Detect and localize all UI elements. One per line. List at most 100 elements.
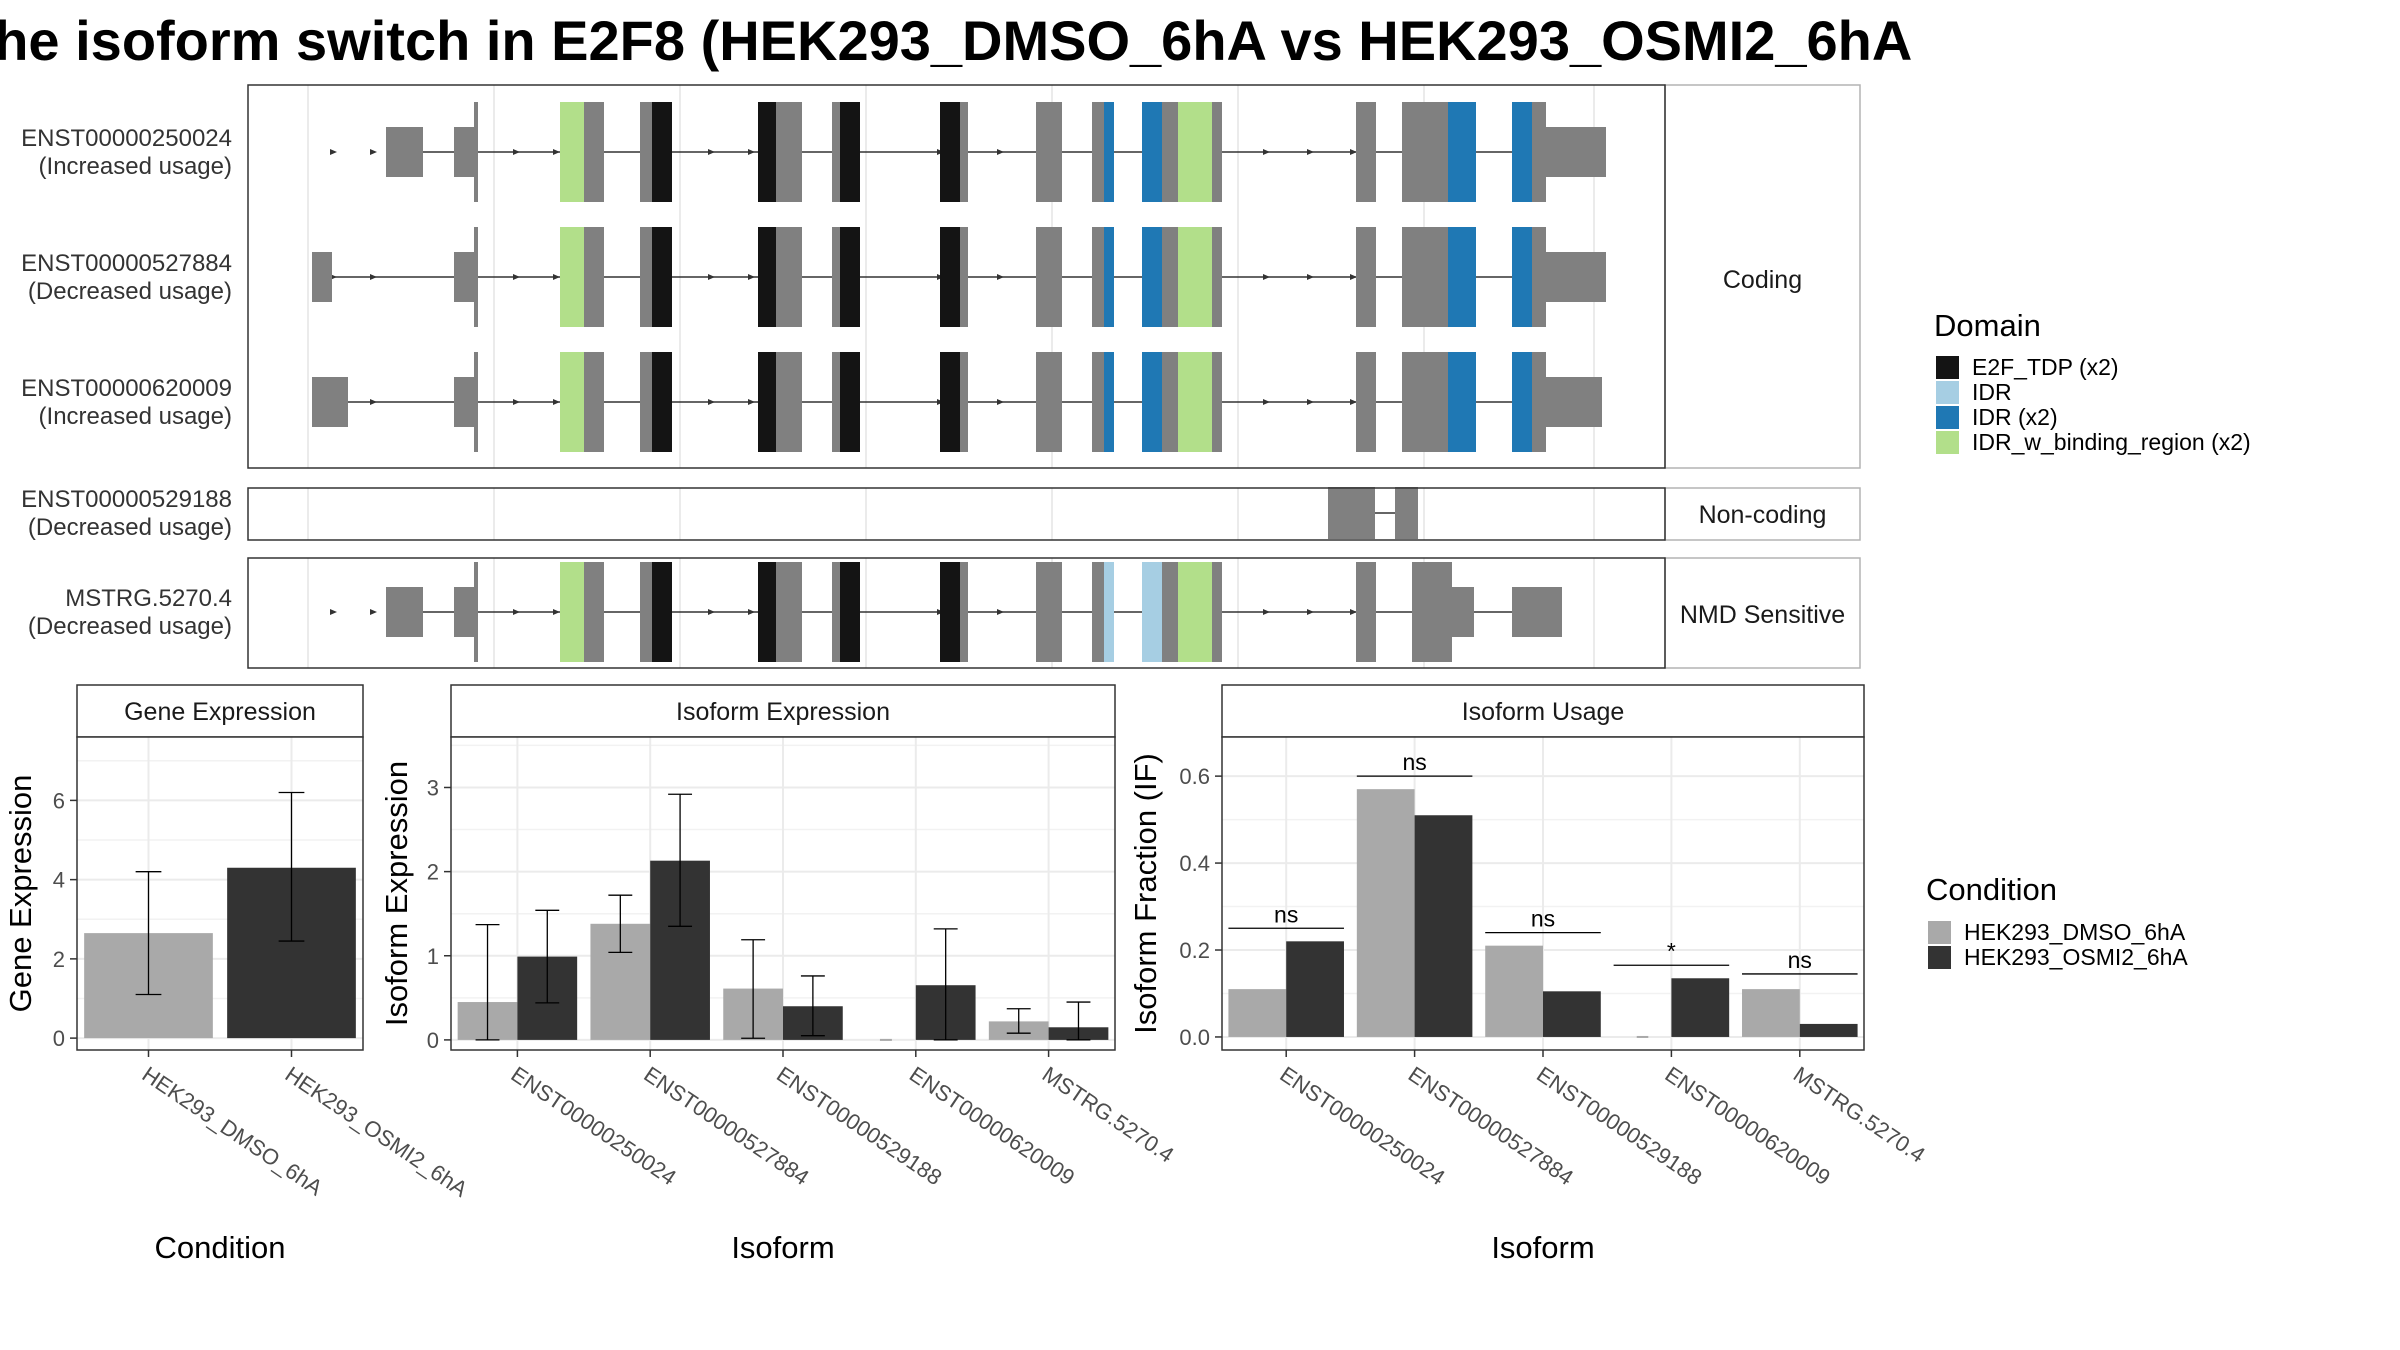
exon-block xyxy=(640,227,652,327)
exon-block xyxy=(832,352,840,452)
exon-block xyxy=(1532,102,1546,202)
exon-block xyxy=(1412,562,1452,662)
intron-arrow xyxy=(553,149,560,155)
bar xyxy=(1286,941,1344,1037)
exon-block xyxy=(1092,352,1104,452)
exon-block xyxy=(1212,562,1222,662)
strip-label-non-coding: Non-coding xyxy=(1699,501,1827,529)
domain-idr-x2 xyxy=(1104,102,1114,202)
exon-block xyxy=(1036,227,1062,327)
domain-idr-w-binding xyxy=(1178,352,1212,452)
domain-legend-label: IDR_w_binding_region (x2) xyxy=(1972,429,2251,455)
condition-legend-title: Condition xyxy=(1926,872,2057,907)
transcript-id: ENST00000527884 xyxy=(21,250,232,277)
domain-idr-x2 xyxy=(1142,227,1162,327)
exon-block xyxy=(474,562,478,662)
domain-idr-w-binding xyxy=(560,227,584,327)
domain-idr-w-binding xyxy=(560,102,584,202)
chart-strip-title: Gene Expression xyxy=(124,698,316,726)
domain-e2f-tdp xyxy=(940,102,960,202)
y-tick-label: 0 xyxy=(427,1028,439,1053)
exon-block xyxy=(1356,352,1376,452)
utr-block xyxy=(454,127,474,177)
domain-idr-x2 xyxy=(1142,102,1162,202)
exon-block xyxy=(640,102,652,202)
intron-arrow xyxy=(1350,149,1357,155)
utr-block xyxy=(386,127,423,177)
domain-e2f-tdp xyxy=(758,352,776,452)
utr-block xyxy=(312,252,332,302)
strip-label-nmd-sensitive: NMD Sensitive xyxy=(1680,601,1845,629)
domain-idr-x2 xyxy=(1448,102,1476,202)
intron-arrow xyxy=(1307,149,1314,155)
utr-block xyxy=(454,252,474,302)
plot-border xyxy=(76,736,364,1051)
intron-arrow xyxy=(330,609,337,615)
condition-legend-label: HEK293_DMSO_6hA xyxy=(1964,919,2186,945)
domain-e2f-tdp xyxy=(840,227,860,327)
exon-block xyxy=(584,102,604,202)
utr-block xyxy=(1546,127,1606,177)
bar xyxy=(1799,1023,1858,1037)
utr-block xyxy=(1512,587,1562,637)
exon-block xyxy=(1092,227,1104,327)
exon-block xyxy=(1532,227,1546,327)
transcript-usage: (Decreased usage) xyxy=(28,278,232,305)
y-tick-label: 0 xyxy=(53,1026,65,1051)
exon-block xyxy=(640,562,652,662)
exon-block xyxy=(832,562,840,662)
intron-arrow xyxy=(370,609,377,615)
utr-block xyxy=(1546,377,1602,427)
exon-block xyxy=(584,562,604,662)
domain-e2f-tdp xyxy=(940,352,960,452)
exon-block xyxy=(640,352,652,452)
transcript-usage: (Decreased usage) xyxy=(28,514,232,541)
intron-arrow xyxy=(370,149,377,155)
exon-block xyxy=(1036,352,1062,452)
exon-block xyxy=(960,227,968,327)
x-axis-title: Isoform xyxy=(731,1230,834,1265)
structure-panel-border xyxy=(247,487,1666,541)
domain-legend-label: IDR xyxy=(1972,379,2012,405)
strip-box xyxy=(1664,487,1861,541)
significance-label: ns xyxy=(1531,906,1555,932)
exon-block xyxy=(1402,227,1448,327)
exon-block xyxy=(1402,352,1448,452)
intron-arrow xyxy=(997,149,1004,155)
domain-idr-w-binding xyxy=(1178,102,1212,202)
domain-legend-swatch xyxy=(1936,431,1959,454)
chart-strip-box xyxy=(450,684,1116,738)
intron-arrow xyxy=(1350,274,1357,280)
intron-arrow xyxy=(748,274,755,280)
structure-panel-border xyxy=(247,557,1666,669)
exon-block xyxy=(832,102,840,202)
bar xyxy=(1356,789,1415,1037)
intron-arrow xyxy=(553,609,560,615)
bar xyxy=(1671,978,1730,1037)
exon-block xyxy=(584,227,604,327)
domain-legend-swatch xyxy=(1936,381,1959,404)
y-axis-title: Gene Expression xyxy=(3,775,38,1013)
y-tick-label: 0.6 xyxy=(1179,764,1210,789)
exon-block xyxy=(776,227,802,327)
intron-arrow xyxy=(1307,399,1314,405)
y-tick-label: 3 xyxy=(427,775,439,800)
domain-e2f-tdp xyxy=(758,562,776,662)
chart-strip-box xyxy=(1221,684,1865,738)
exon-block xyxy=(474,227,478,327)
domain-idr-w-binding xyxy=(560,562,584,662)
domain-idr-x2 xyxy=(1142,352,1162,452)
intron-arrow xyxy=(1350,399,1357,405)
utr-block xyxy=(1452,587,1474,637)
exon-block xyxy=(1036,562,1062,662)
domain-idr-w-binding xyxy=(1178,227,1212,327)
utr-block xyxy=(1546,252,1606,302)
transcript-usage: (Increased usage) xyxy=(39,153,232,180)
significance-label: ns xyxy=(1402,749,1426,775)
transcript-id: ENST00000529188 xyxy=(21,486,232,513)
structure-panel-border xyxy=(247,84,1666,469)
domain-idr-x2 xyxy=(1512,352,1532,452)
intron-arrow xyxy=(1263,149,1270,155)
intron-arrow xyxy=(708,399,715,405)
